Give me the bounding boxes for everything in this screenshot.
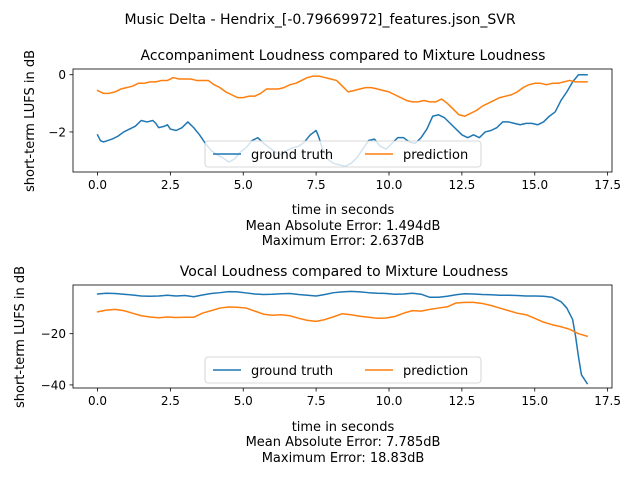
vocal-plot-lines xyxy=(96,290,588,385)
vocal-chart: Vocal Loudness compared to Mixture Loudn… xyxy=(13,264,621,466)
vocal-ground-truth-line xyxy=(96,290,588,385)
x-tick-label: 17.5 xyxy=(594,394,621,408)
y-tick-label: −20 xyxy=(41,327,66,341)
accompaniment-prediction-line xyxy=(96,75,588,117)
vocal-x-ticks: 0.0 2.5 5.0 7.5 10.0 12.5 15.0 17.5 xyxy=(88,388,621,408)
x-tick-label: 12.5 xyxy=(449,178,476,192)
legend-frame xyxy=(204,356,482,384)
legend-ground-truth-label: ground truth xyxy=(251,148,333,163)
x-tick-label: 15.0 xyxy=(521,394,548,408)
x-tick-label: 5.0 xyxy=(234,394,253,408)
accompaniment-max-error-annotation: Maximum Error: 2.637dB xyxy=(262,234,425,249)
legend-prediction-label: prediction xyxy=(403,364,468,379)
x-tick-label: 17.5 xyxy=(594,178,621,192)
vocal-x-axis-label: time in seconds xyxy=(292,420,395,435)
accompaniment-x-axis-label: time in seconds xyxy=(292,203,395,218)
accompaniment-x-ticks: 0.0 2.5 5.0 7.5 10.0 12.5 15.0 17.5 xyxy=(88,172,621,192)
accompaniment-plot-frame xyxy=(72,68,613,173)
vocal-chart-title: Vocal Loudness compared to Mixture Loudn… xyxy=(180,264,508,280)
legend-frame xyxy=(204,140,482,168)
accompaniment-mean-error-annotation: Mean Absolute Error: 1.494dB xyxy=(246,219,441,234)
x-tick-label: 2.5 xyxy=(161,394,180,408)
figure-suptitle: Music Delta - Hendrix_[-0.79669972]_feat… xyxy=(124,12,515,28)
y-tick-label: 0 xyxy=(58,68,66,82)
accompaniment-y-ticks: 0 −2 xyxy=(48,68,73,139)
vocal-legend: ground truth prediction xyxy=(204,356,482,384)
y-tick-label: −2 xyxy=(48,125,66,139)
x-tick-label: 15.0 xyxy=(521,178,548,192)
x-tick-label: 0.0 xyxy=(88,178,107,192)
vocal-max-error-annotation: Maximum Error: 18.83dB xyxy=(262,451,425,466)
vocal-y-axis-label: short-term LUFS in dB xyxy=(13,266,28,408)
x-tick-label: 12.5 xyxy=(449,394,476,408)
x-tick-label: 5.0 xyxy=(234,178,253,192)
vocal-plot-frame xyxy=(72,284,613,389)
x-tick-label: 7.5 xyxy=(307,394,326,408)
legend-ground-truth-label: ground truth xyxy=(251,364,333,379)
vocal-y-ticks: −20 −40 xyxy=(41,327,73,392)
x-tick-label: 10.0 xyxy=(376,178,403,192)
x-tick-label: 0.0 xyxy=(88,394,107,408)
accompaniment-legend: ground truth prediction xyxy=(204,140,482,168)
x-tick-label: 2.5 xyxy=(161,178,180,192)
x-tick-label: 7.5 xyxy=(307,178,326,192)
vocal-mean-error-annotation: Mean Absolute Error: 7.785dB xyxy=(246,435,441,450)
x-tick-label: 10.0 xyxy=(376,394,403,408)
accompaniment-chart-title: Accompaniment Loudness compared to Mixtu… xyxy=(141,48,546,64)
accompaniment-y-axis-label: short-term LUFS in dB xyxy=(23,50,38,192)
y-tick-label: −40 xyxy=(41,378,66,392)
accompaniment-chart: Accompaniment Loudness compared to Mixtu… xyxy=(23,48,621,249)
legend-prediction-label: prediction xyxy=(403,148,468,163)
vocal-prediction-line xyxy=(96,301,588,337)
